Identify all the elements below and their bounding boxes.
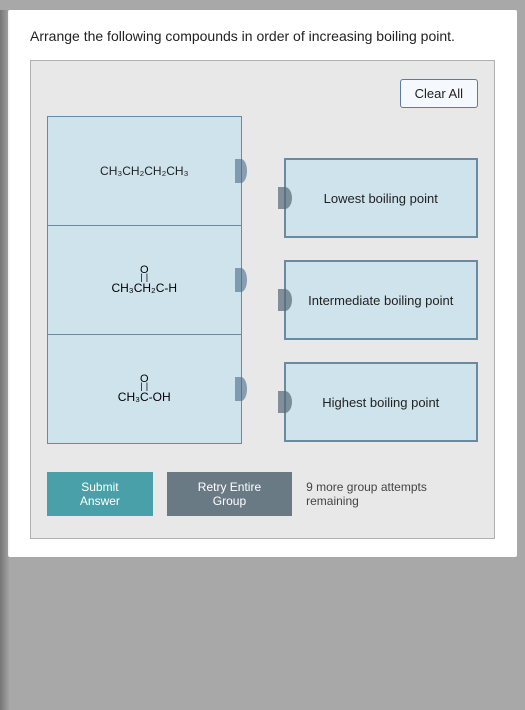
columns: CH₃CH₂CH₂CH₃ O || CH₃CH₂C-H O || CH (47, 116, 478, 444)
compound-formula: CH₃CH₂CH₂CH₃ (100, 164, 188, 178)
compound-formula: O || CH₃CH₂C-H (111, 265, 177, 295)
page-shadow (0, 10, 10, 710)
work-area: Clear All CH₃CH₂CH₂CH₃ O || CH₃CH₂C-H (30, 60, 495, 539)
target-label: Highest boiling point (322, 395, 439, 410)
compound-formula: O || CH₃C-OH (118, 374, 171, 404)
drag-handle-icon (235, 159, 247, 183)
page-container: Arrange the following compounds in order… (8, 10, 517, 557)
source-column: CH₃CH₂CH₂CH₃ O || CH₃CH₂C-H O || CH (47, 116, 242, 444)
drag-handle-icon (235, 377, 247, 401)
target-label: Lowest boiling point (324, 191, 438, 206)
target-label: Intermediate boiling point (308, 293, 453, 308)
compound-formula-line: CH₃CH₂C-H (111, 281, 177, 295)
compound-formula-line: CH₃C-OH (118, 390, 171, 404)
compound-card[interactable]: CH₃CH₂CH₂CH₃ (47, 116, 242, 226)
target-handle-icon (278, 391, 292, 413)
target-handle-icon (278, 187, 292, 209)
footer-bar: Submit Answer Retry Entire Group 9 more … (47, 472, 478, 516)
target-column: Lowest boiling point Intermediate boilin… (284, 116, 479, 444)
clear-all-wrap: Clear All (47, 79, 478, 108)
drag-handle-icon (235, 268, 247, 292)
compound-card[interactable]: O || CH₃CH₂C-H (47, 225, 242, 335)
target-handle-icon (278, 289, 292, 311)
drop-target[interactable]: Lowest boiling point (284, 158, 479, 238)
retry-button[interactable]: Retry Entire Group (167, 472, 292, 516)
attempts-remaining: 9 more group attempts remaining (306, 480, 478, 508)
clear-all-button[interactable]: Clear All (400, 79, 478, 108)
submit-button[interactable]: Submit Answer (47, 472, 153, 516)
compound-card[interactable]: O || CH₃C-OH (47, 334, 242, 444)
drop-target[interactable]: Highest boiling point (284, 362, 479, 442)
question-text: Arrange the following compounds in order… (30, 28, 495, 44)
drop-target[interactable]: Intermediate boiling point (284, 260, 479, 340)
